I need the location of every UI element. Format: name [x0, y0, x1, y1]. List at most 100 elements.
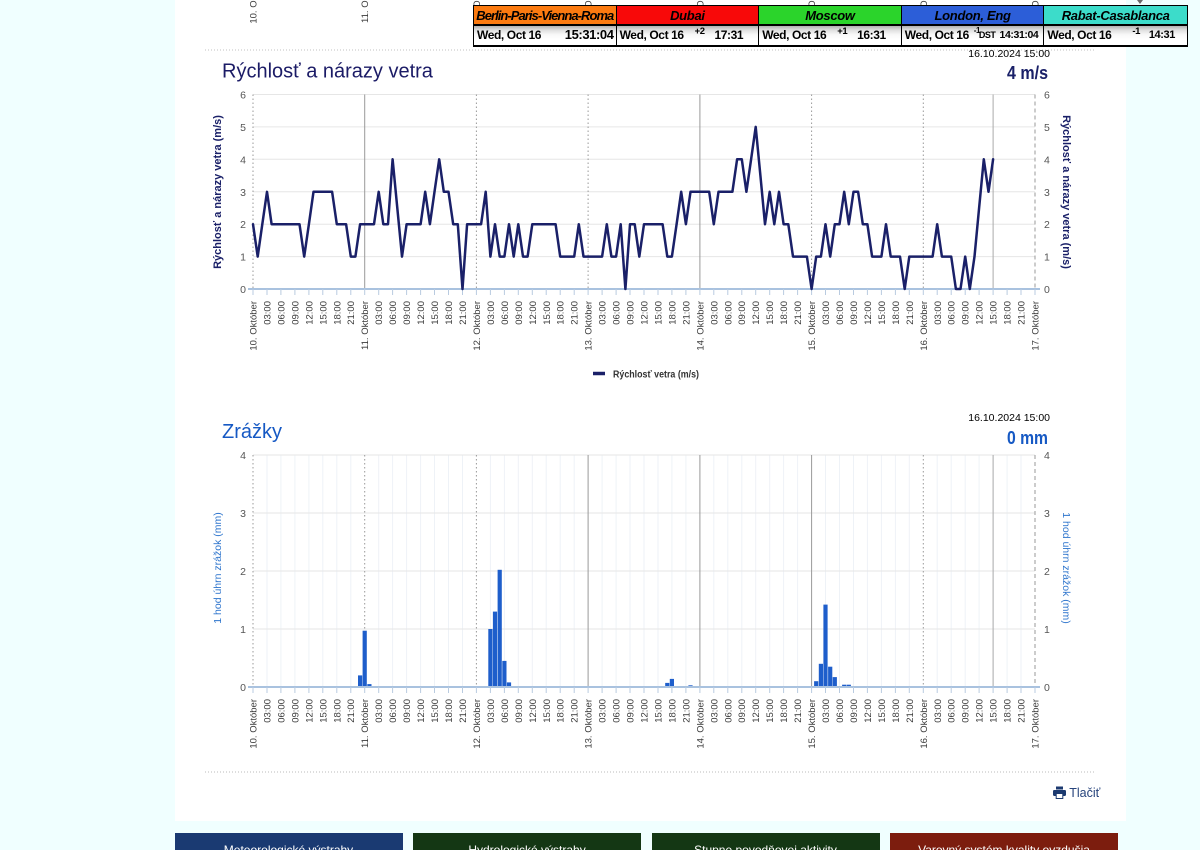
svg-text:1: 1	[1044, 252, 1050, 264]
svg-text:06:00: 06:00	[835, 301, 846, 325]
svg-text:18:00: 18:00	[779, 301, 790, 325]
svg-text:21:00: 21:00	[570, 699, 581, 723]
svg-text:09:00: 09:00	[849, 699, 860, 723]
svg-text:4: 4	[1044, 154, 1050, 166]
svg-text:10. Október: 10. Október	[249, 699, 260, 749]
svg-text:18:00: 18:00	[891, 301, 902, 325]
svg-text:03:00: 03:00	[486, 301, 497, 325]
svg-text:09:00: 09:00	[849, 301, 860, 325]
svg-text:4: 4	[240, 450, 246, 462]
svg-text:14. Október: 14. Október	[695, 699, 706, 749]
svg-text:12:00: 12:00	[863, 301, 874, 325]
svg-text:03:00: 03:00	[709, 301, 720, 325]
svg-text:13. Október: 13. Október	[584, 699, 595, 749]
svg-text:03:00: 03:00	[709, 699, 720, 723]
svg-text:15:00: 15:00	[989, 301, 1000, 325]
svg-text:12:00: 12:00	[640, 699, 651, 723]
svg-text:18:00: 18:00	[444, 699, 455, 723]
svg-text:21:00: 21:00	[681, 699, 692, 723]
svg-text:15:00: 15:00	[877, 699, 888, 723]
svg-text:12:00: 12:00	[640, 301, 651, 325]
svg-text:09:00: 09:00	[737, 301, 748, 325]
svg-text:16.10.2024 15:00: 16.10.2024 15:00	[968, 412, 1050, 424]
svg-text:03:00: 03:00	[598, 699, 609, 723]
svg-text:21:00: 21:00	[793, 699, 804, 723]
svg-text:21:00: 21:00	[1017, 699, 1028, 723]
svg-text:4: 4	[240, 154, 246, 166]
svg-text:0: 0	[1044, 682, 1050, 694]
svg-text:15. Október: 15. Október	[807, 301, 818, 351]
svg-text:21:00: 21:00	[905, 699, 916, 723]
svg-text:2: 2	[240, 566, 246, 578]
svg-text:15:00: 15:00	[430, 699, 441, 723]
svg-text:06:00: 06:00	[835, 699, 846, 723]
svg-text:03:00: 03:00	[374, 301, 385, 325]
svg-text:12. Október: 12. Október	[472, 301, 483, 351]
svg-text:12:00: 12:00	[863, 699, 874, 723]
svg-text:03:00: 03:00	[933, 699, 944, 723]
svg-text:18:00: 18:00	[891, 699, 902, 723]
svg-text:18:00: 18:00	[556, 699, 567, 723]
svg-text:18:00: 18:00	[667, 301, 678, 325]
svg-text:03:00: 03:00	[821, 301, 832, 325]
svg-text:16.10.2024 15:00: 16.10.2024 15:00	[968, 48, 1050, 60]
svg-text:06:00: 06:00	[947, 699, 958, 723]
svg-text:15:00: 15:00	[430, 301, 441, 325]
svg-text:06:00: 06:00	[723, 301, 734, 325]
svg-text:09:00: 09:00	[737, 699, 748, 723]
svg-text:06:00: 06:00	[276, 699, 287, 723]
svg-text:11. Október: 11. Október	[360, 699, 371, 748]
svg-text:09:00: 09:00	[961, 699, 972, 723]
svg-text:17. Október: 17. Október	[1031, 301, 1042, 351]
svg-text:1 hod úhrn zrážok (mm): 1 hod úhrn zrážok (mm)	[212, 512, 224, 623]
svg-text:4 m/s: 4 m/s	[1007, 62, 1048, 83]
svg-text:1: 1	[1044, 624, 1050, 636]
svg-text:12:00: 12:00	[528, 301, 539, 325]
svg-text:18:00: 18:00	[1003, 301, 1014, 325]
svg-text:09:00: 09:00	[514, 301, 525, 325]
svg-text:21:00: 21:00	[1017, 301, 1028, 325]
svg-text:3: 3	[240, 187, 246, 199]
svg-text:09:00: 09:00	[626, 699, 637, 723]
svg-text:17. Október: 17. Október	[1031, 699, 1042, 749]
svg-text:15:00: 15:00	[318, 699, 329, 723]
svg-text:0: 0	[240, 284, 246, 296]
svg-text:5: 5	[1044, 122, 1050, 134]
svg-text:21:00: 21:00	[570, 301, 581, 325]
svg-text:03:00: 03:00	[821, 699, 832, 723]
svg-text:03:00: 03:00	[933, 301, 944, 325]
svg-text:2: 2	[1044, 566, 1050, 578]
svg-text:15:00: 15:00	[654, 699, 665, 723]
svg-text:11. Október: 11. Október	[360, 0, 371, 23]
svg-text:06:00: 06:00	[612, 699, 623, 723]
svg-text:03:00: 03:00	[598, 301, 609, 325]
svg-text:06:00: 06:00	[388, 301, 399, 325]
svg-text:18:00: 18:00	[332, 699, 343, 723]
svg-text:12:00: 12:00	[416, 301, 427, 325]
svg-text:15:00: 15:00	[318, 301, 329, 325]
svg-text:06:00: 06:00	[276, 301, 287, 325]
svg-text:09:00: 09:00	[402, 699, 413, 723]
svg-text:15:00: 15:00	[877, 301, 888, 325]
svg-text:10. Október: 10. Október	[249, 0, 260, 24]
svg-text:15:00: 15:00	[542, 699, 553, 723]
svg-text:18:00: 18:00	[444, 301, 455, 325]
svg-text:03:00: 03:00	[263, 301, 274, 325]
svg-text:06:00: 06:00	[500, 301, 511, 325]
svg-text:0: 0	[1044, 284, 1050, 296]
svg-text:12:00: 12:00	[751, 699, 762, 723]
svg-text:15:00: 15:00	[989, 699, 1000, 723]
svg-text:3: 3	[1044, 508, 1050, 520]
svg-text:10. Október: 10. Október	[249, 301, 260, 351]
svg-text:Rýchlosť a nárazy vetra (m/s): Rýchlosť a nárazy vetra (m/s)	[212, 115, 224, 269]
svg-text:21:00: 21:00	[458, 699, 469, 723]
svg-text:03:00: 03:00	[486, 699, 497, 723]
svg-text:15:00: 15:00	[542, 301, 553, 325]
svg-text:1 hod úhrn zrážok (mm): 1 hod úhrn zrážok (mm)	[1060, 512, 1072, 623]
svg-text:6: 6	[1044, 90, 1050, 102]
svg-text:18:00: 18:00	[667, 699, 678, 723]
svg-text:09:00: 09:00	[290, 699, 301, 723]
svg-text:06:00: 06:00	[612, 301, 623, 325]
svg-text:11. Október: 11. Október	[360, 301, 371, 350]
svg-text:16. Október: 16. Október	[919, 301, 930, 351]
